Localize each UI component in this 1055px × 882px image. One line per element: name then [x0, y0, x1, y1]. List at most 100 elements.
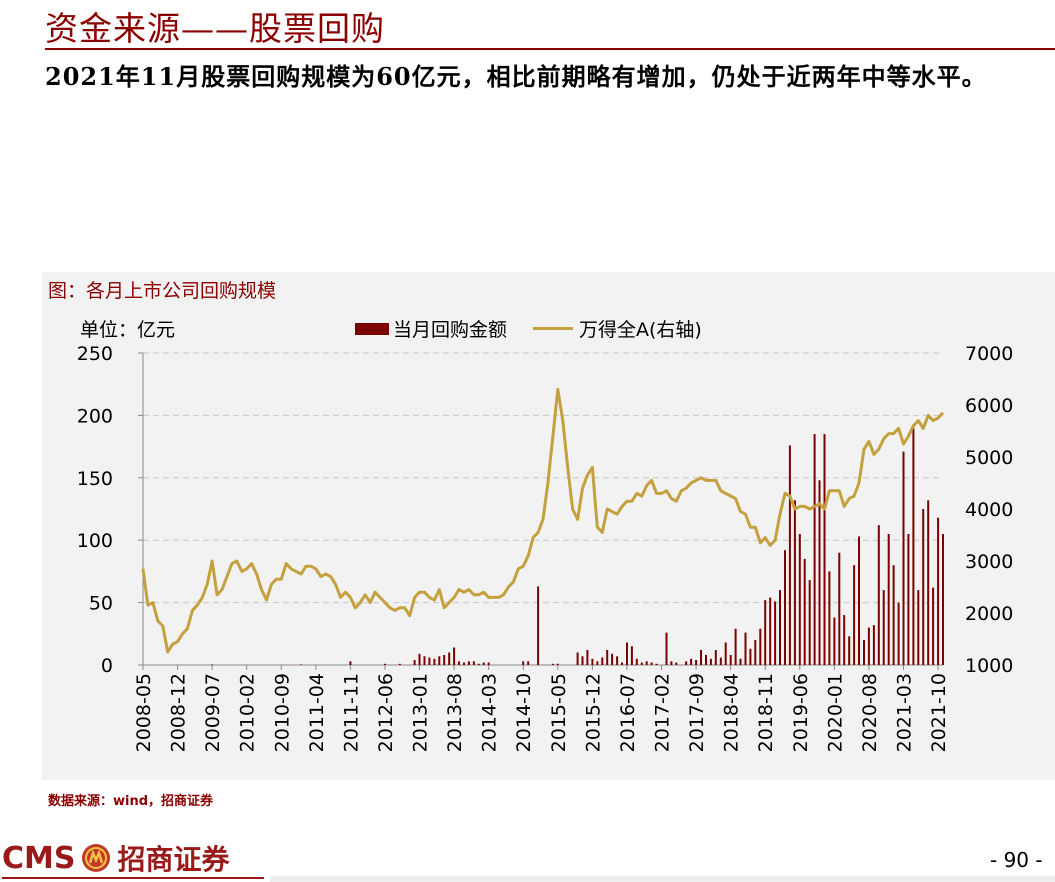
- bar: [724, 642, 727, 665]
- bar: [779, 590, 781, 665]
- source-note: 数据来源：wind，招商证券: [48, 794, 214, 809]
- bar: [601, 657, 604, 665]
- bar: [527, 661, 530, 665]
- bar: [749, 648, 752, 665]
- bar: [453, 647, 456, 665]
- bar: [784, 550, 786, 665]
- bar: [858, 536, 860, 665]
- footer-band: [270, 876, 1055, 882]
- bar: [709, 658, 712, 665]
- bar: [917, 590, 920, 665]
- company-logo: CMS 招商证券: [2, 838, 230, 878]
- y-right-tick-label: 5000: [965, 447, 1013, 469]
- x-tick-label: 2008-12: [168, 673, 190, 752]
- bar: [872, 625, 875, 665]
- legend-line-label: 万得全A(右轴): [579, 319, 702, 341]
- y-right-tick-label: 1000: [965, 655, 1013, 677]
- bar: [912, 427, 915, 665]
- bar: [882, 590, 885, 665]
- logo-cms-text: CMS: [2, 840, 76, 876]
- bar: [630, 646, 633, 665]
- bar: [843, 615, 846, 665]
- bar: [537, 586, 540, 665]
- bar: [477, 663, 480, 665]
- bar: [690, 658, 693, 665]
- x-tick-label: 2019-06: [790, 673, 812, 752]
- bar: [591, 658, 594, 665]
- bar: [384, 663, 386, 665]
- bar: [606, 650, 609, 665]
- y-right-tick-label: 3000: [965, 551, 1013, 573]
- bar: [774, 601, 777, 665]
- bar: [675, 662, 678, 665]
- bar: [788, 445, 791, 665]
- y-right-tick-label: 6000: [965, 395, 1013, 417]
- bar: [626, 642, 628, 665]
- bar: [759, 628, 762, 665]
- x-tick-label: 2008-05: [133, 673, 155, 752]
- bar: [428, 657, 431, 665]
- legend-bar-swatch: [355, 322, 389, 335]
- bar: [670, 661, 673, 665]
- x-tick-label: 2020-08: [859, 673, 881, 752]
- x-tick-label: 2021-10: [928, 673, 950, 752]
- bar: [932, 587, 935, 665]
- y-left-tick-label: 200: [77, 405, 113, 427]
- x-tick-label: 2012-06: [375, 673, 397, 752]
- page-number: - 90 -: [990, 848, 1043, 872]
- bar: [803, 558, 806, 665]
- bar: [714, 650, 717, 665]
- bar: [719, 657, 722, 665]
- bar: [665, 632, 668, 665]
- bar: [655, 663, 658, 665]
- bar: [413, 660, 416, 665]
- title-divider: [45, 48, 1055, 50]
- bar: [640, 662, 643, 665]
- x-tick-label: 2014-03: [479, 673, 501, 752]
- bar: [581, 656, 584, 665]
- chart-legend: 当月回购金额 万得全A(右轴): [355, 315, 702, 342]
- bar: [705, 655, 707, 665]
- bar: [892, 565, 895, 665]
- series-line-wind-a: [141, 387, 945, 654]
- x-tick-label: 2016-07: [617, 673, 639, 752]
- bar: [897, 602, 900, 665]
- bar: [635, 658, 638, 665]
- x-tick-label: 2009-07: [202, 673, 224, 752]
- bar: [611, 653, 614, 665]
- x-tick-label: 2011-11: [340, 673, 362, 752]
- bar: [596, 661, 599, 665]
- bar: [650, 662, 653, 665]
- bar: [942, 534, 944, 665]
- bar: [922, 509, 925, 665]
- x-tick-label: 2013-01: [410, 673, 432, 752]
- x-tick-label: 2015-05: [548, 673, 570, 752]
- y-right-tick-label: 7000: [965, 343, 1013, 365]
- bar: [482, 662, 485, 665]
- bar: [621, 662, 623, 665]
- logo-emblem-icon: [82, 844, 111, 872]
- y-left-tick-label: 50: [89, 593, 113, 615]
- bar: [586, 650, 589, 665]
- x-tick-label: 2017-09: [686, 673, 708, 752]
- bar: [522, 661, 525, 665]
- x-tick-label: 2011-04: [306, 673, 328, 752]
- logo-brand-name: 招商证券: [117, 843, 230, 876]
- y-right-tick-label: 4000: [965, 499, 1013, 521]
- bar: [576, 652, 579, 665]
- chart-panel: [42, 272, 1055, 780]
- bar: [685, 661, 688, 665]
- x-tick-label: 2015-12: [582, 673, 604, 752]
- bar: [467, 661, 470, 665]
- bar: [902, 451, 905, 665]
- x-tick-label: 2020-01: [824, 673, 846, 752]
- x-tick-label: 2014-10: [513, 673, 535, 752]
- bar: [211, 664, 214, 665]
- bar: [398, 663, 401, 665]
- bar: [645, 661, 648, 665]
- bar: [808, 580, 811, 665]
- x-tick-label: 2010-09: [271, 673, 293, 752]
- chart-caption: 图：各月上市公司回购规模: [48, 280, 277, 302]
- bar: [823, 434, 826, 665]
- bar: [764, 600, 767, 665]
